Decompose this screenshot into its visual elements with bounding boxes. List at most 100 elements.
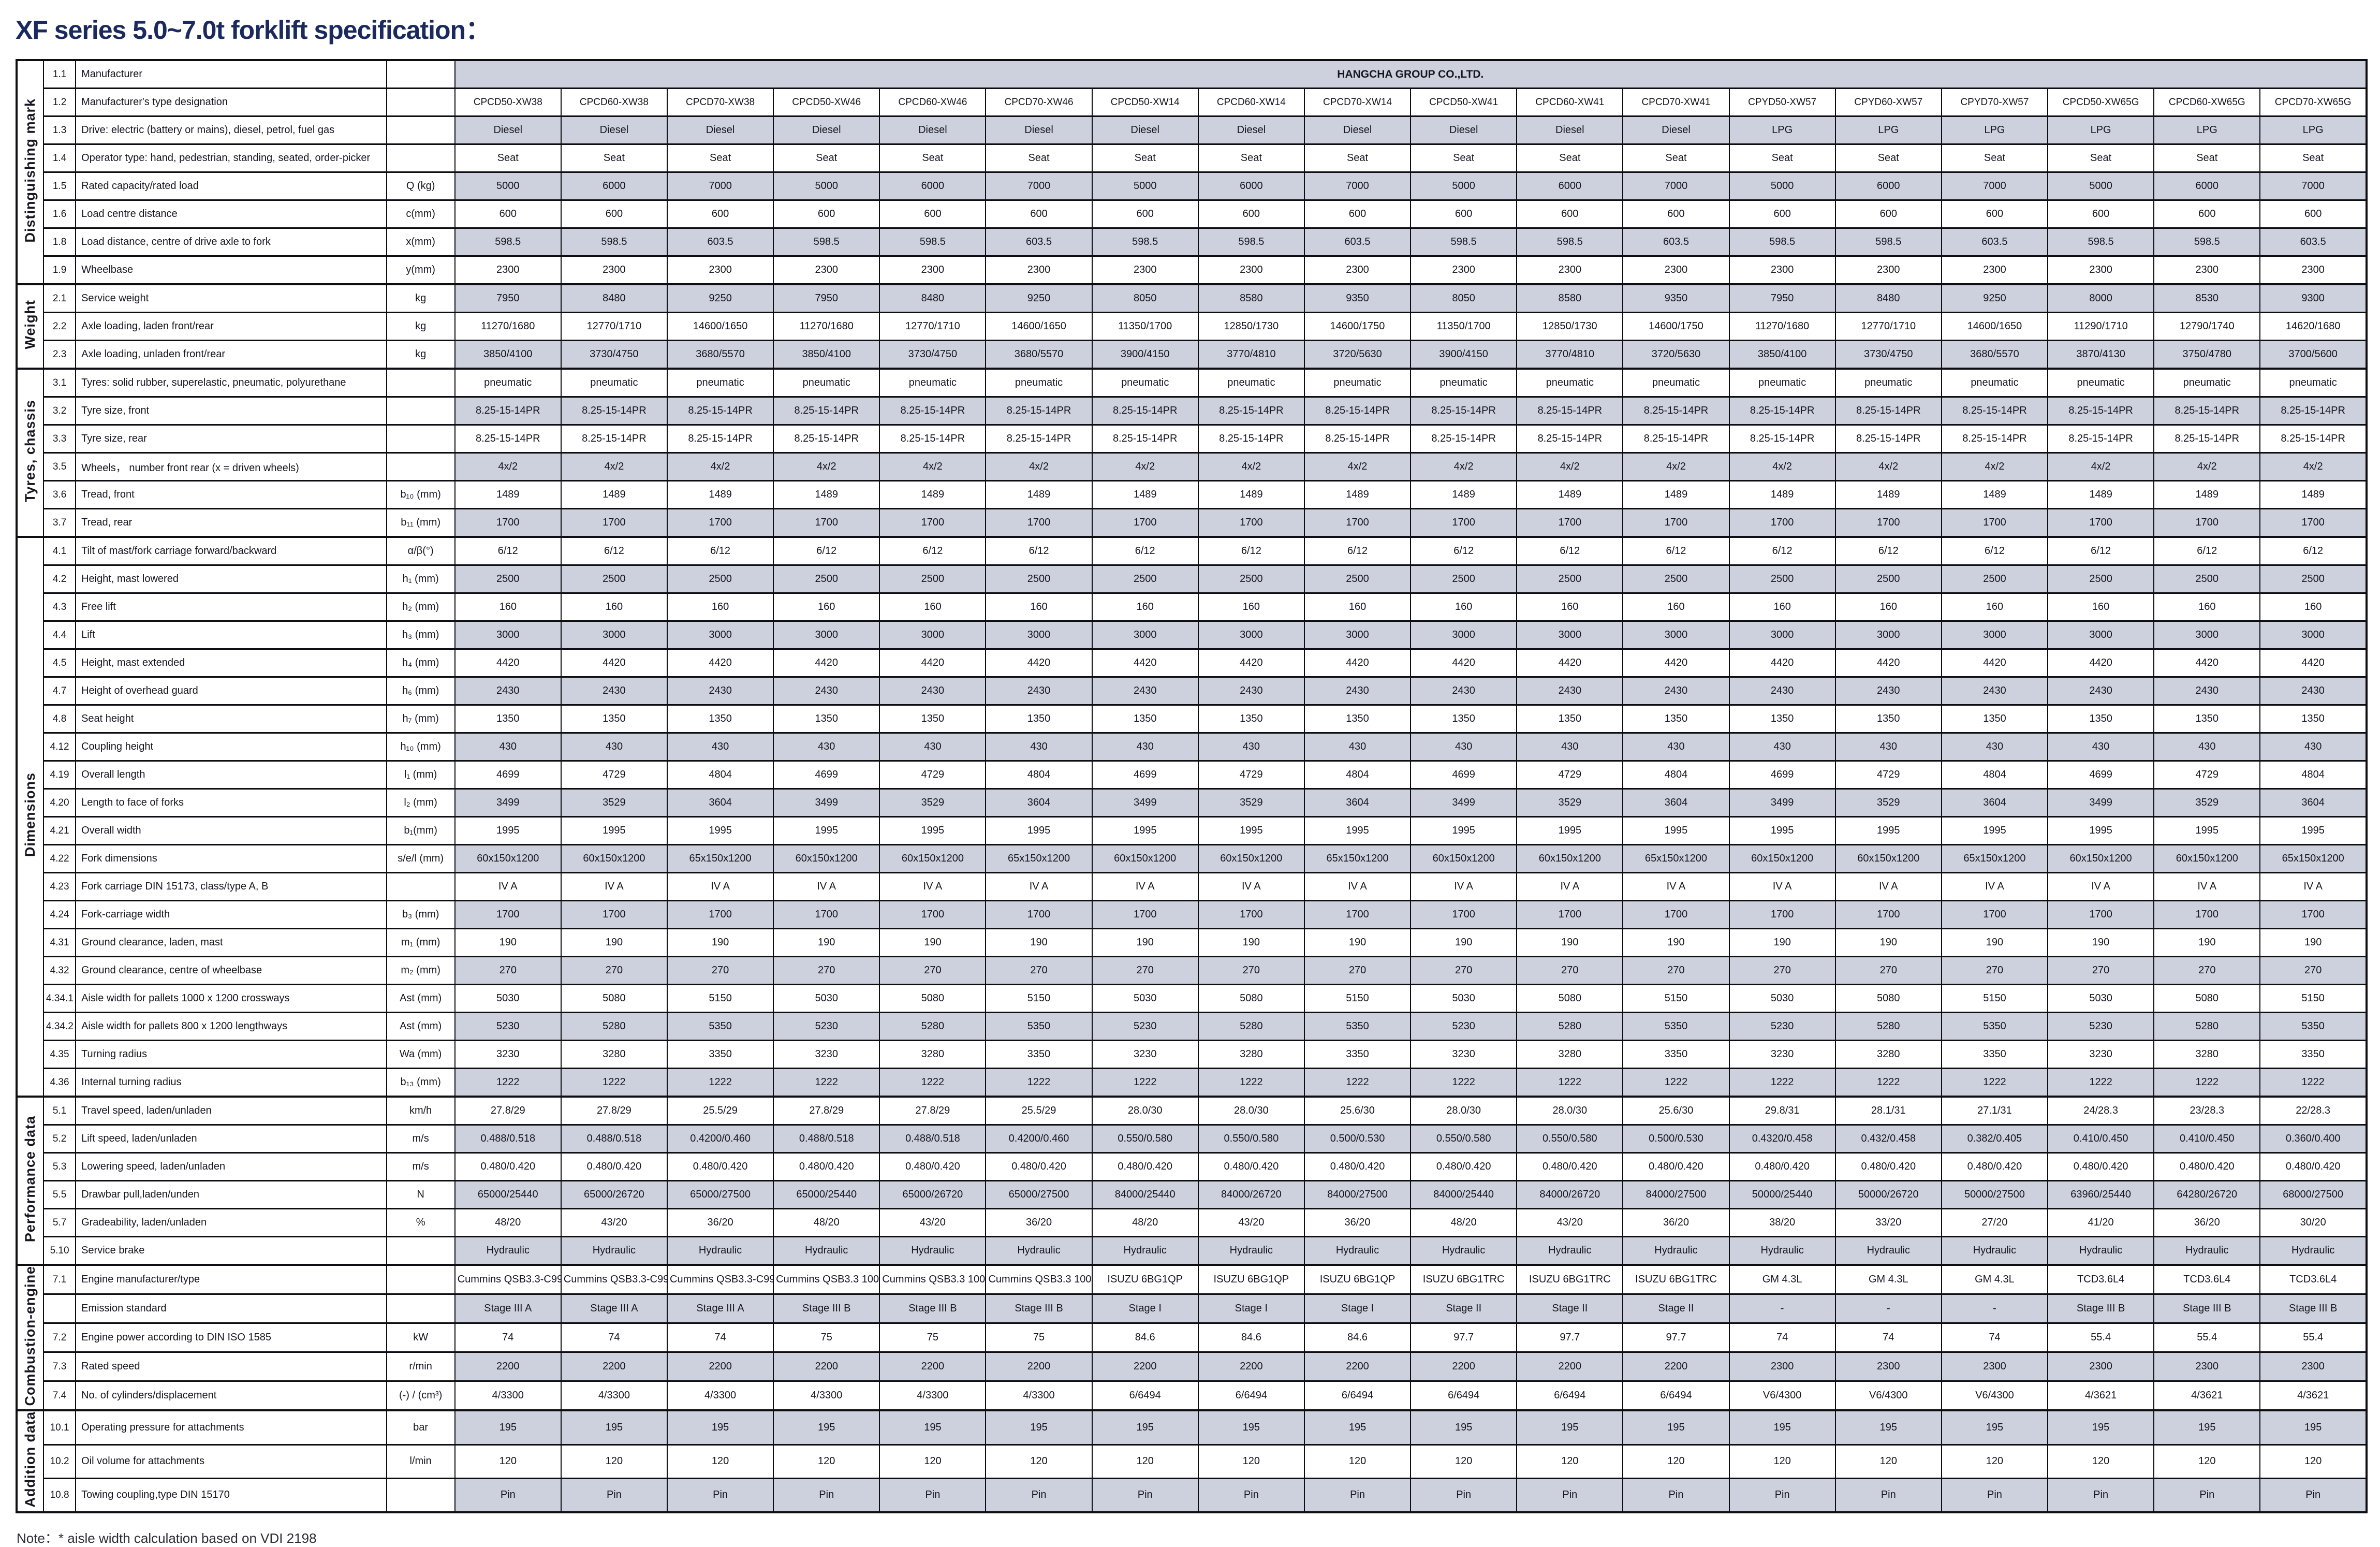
spec-cell: 3720/5630: [1622, 340, 1730, 370]
spec-cell: 4420: [2047, 648, 2155, 678]
row-label: Aisle width for pallets 1000 x 1200 cros…: [75, 984, 387, 1013]
spec-cell: LPG: [2047, 115, 2155, 145]
row-label: Length to face of forks: [75, 788, 387, 818]
spec-cell: pneumatic: [454, 368, 562, 398]
spec-cell: 48/20: [773, 1208, 880, 1237]
spec-cell: 190: [1091, 928, 1199, 957]
spec-cell: pneumatic: [2047, 368, 2155, 398]
spec-cell: 28.1/31: [1834, 1096, 1942, 1126]
spec-cell: 14620/1680: [2259, 312, 2367, 341]
spec-cell: Seat: [1197, 143, 1305, 173]
spec-cell: 8.25-15-14PR: [1197, 396, 1305, 426]
row-code: 7.3: [43, 1351, 77, 1382]
spec-cell: 2500: [1197, 564, 1305, 594]
spec-cell: pneumatic: [1516, 368, 1624, 398]
spec-cell: 6/12: [2153, 536, 2261, 566]
spec-cell: 5350: [666, 1012, 774, 1041]
spec-cell: 74: [1728, 1322, 1836, 1353]
spec-cell: 120: [1303, 1443, 1412, 1479]
spec-cell: 3350: [2259, 1040, 2367, 1069]
spec-cell: Seat: [1834, 143, 1942, 173]
spec-cell: 3000: [454, 620, 562, 650]
row-label: Overall length: [75, 760, 387, 790]
spec-cell: 2200: [773, 1351, 880, 1382]
spec-cell: 60x150x1200: [1091, 844, 1199, 873]
row-code: 7.1: [43, 1264, 77, 1295]
spec-cell: Pin: [2153, 1477, 2261, 1513]
spec-cell: 5000: [1410, 171, 1518, 201]
spec-cell: 4729: [1834, 760, 1942, 790]
spec-cell: 3850/4100: [773, 340, 880, 370]
spec-cell: 8.25-15-14PR: [879, 424, 987, 454]
row-code: 4.8: [43, 704, 77, 734]
row-unit: [386, 1264, 456, 1295]
spec-cell: 4420: [1728, 648, 1836, 678]
spec-cell: 64280/26720: [2153, 1180, 2261, 1209]
spec-cell: 270: [1941, 956, 2049, 985]
category-label: Distinguishing mark: [16, 59, 45, 285]
spec-cell: 0.480/0.420: [1197, 1152, 1305, 1181]
spec-cell: 1489: [1197, 480, 1305, 509]
spec-cell: Pin: [560, 1477, 668, 1513]
spec-cell: 2500: [1091, 564, 1199, 594]
spec-table: Distinguishing mark 1.1 Manufacturer HANGCH…: [16, 59, 2368, 1513]
spec-cell: 190: [985, 928, 1093, 957]
spec-cell: Stage I: [1197, 1293, 1305, 1324]
spec-cell: 160: [879, 592, 987, 622]
spec-cell: 3000: [1834, 620, 1942, 650]
spec-cell: 22/28.3: [2259, 1096, 2367, 1126]
spec-cell: 14600/1650: [666, 312, 774, 341]
row-label: Travel speed, laden/unladen: [75, 1096, 387, 1126]
spec-cell: 65000/25440: [454, 1180, 562, 1209]
model-header-cell: CPCD70-XW38: [666, 87, 774, 117]
spec-cell: 2200: [1410, 1351, 1518, 1382]
spec-cell: 6/6494: [1622, 1380, 1730, 1411]
spec-cell: 60x150x1200: [1728, 844, 1836, 873]
spec-cell: 160: [1622, 592, 1730, 622]
spec-cell: IV A: [454, 872, 562, 901]
spec-cell: 4729: [560, 760, 668, 790]
row-unit: c(mm): [386, 199, 456, 229]
spec-cell: 8.25-15-14PR: [773, 424, 880, 454]
row-unit: [386, 143, 456, 173]
row-code: 10.8: [43, 1477, 77, 1513]
spec-cell: 598.5: [773, 227, 880, 257]
spec-cell: 5230: [454, 1012, 562, 1041]
spec-cell: 195: [1410, 1409, 1518, 1446]
spec-cell: IV A: [1941, 872, 2049, 901]
spec-cell: 8050: [1410, 283, 1518, 313]
spec-cell: Seat: [1303, 143, 1412, 173]
spec-cell: 1489: [1303, 480, 1412, 509]
spec-cell: Diesel: [985, 115, 1093, 145]
spec-cell: 4x/2: [985, 452, 1093, 481]
model-header-cell: CPCD70-XW65G: [2259, 87, 2367, 117]
spec-cell: 270: [773, 956, 880, 985]
spec-cell: 4x/2: [1834, 452, 1942, 481]
spec-cell: 3604: [1622, 788, 1730, 818]
row-code: 1.9: [43, 255, 77, 285]
spec-cell: 2300: [2047, 1351, 2155, 1382]
spec-cell: 1489: [1834, 480, 1942, 509]
spec-cell: 7000: [985, 171, 1093, 201]
spec-cell: 12770/1710: [879, 312, 987, 341]
spec-cell: 4x/2: [1091, 452, 1199, 481]
spec-cell: 6/12: [1303, 536, 1412, 566]
spec-cell: pneumatic: [2259, 368, 2367, 398]
spec-cell: 8.25-15-14PR: [985, 424, 1093, 454]
row-code: 3.2: [43, 396, 77, 426]
spec-cell: IV A: [1410, 872, 1518, 901]
spec-cell: 7000: [1941, 171, 2049, 201]
spec-cell: 36/20: [985, 1208, 1093, 1237]
spec-cell: 36/20: [1622, 1208, 1730, 1237]
spec-cell: 5030: [2047, 984, 2155, 1013]
spec-cell: 1222: [1410, 1068, 1518, 1098]
row-label: Height of overhead guard: [75, 676, 387, 706]
row-code: 7.2: [43, 1322, 77, 1353]
spec-cell: 7000: [666, 171, 774, 201]
row-code: 4.2: [43, 564, 77, 594]
spec-cell: 75: [879, 1322, 987, 1353]
spec-cell: ISUZU 6BG1QP: [1303, 1264, 1412, 1295]
spec-cell: 4804: [2259, 760, 2367, 790]
spec-cell: 160: [454, 592, 562, 622]
spec-cell: 270: [1728, 956, 1836, 985]
